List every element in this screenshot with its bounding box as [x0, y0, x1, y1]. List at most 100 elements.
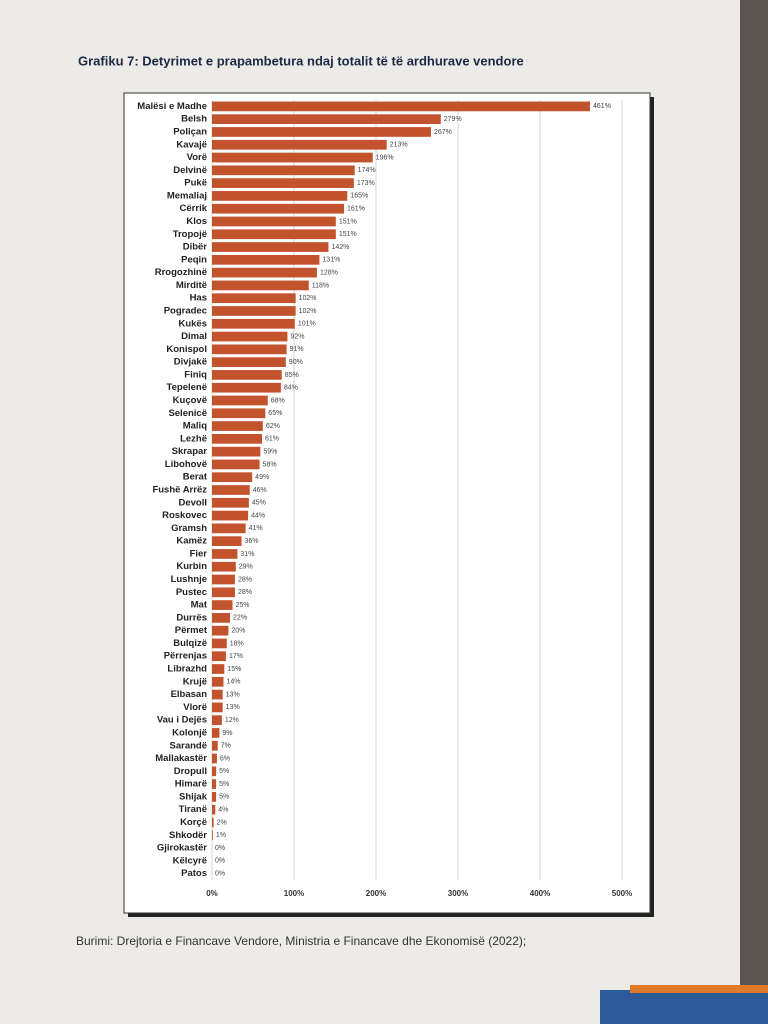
x-tick-label: 200% — [366, 889, 386, 898]
category-label: Selenicë — [168, 408, 207, 419]
value-label: 62% — [266, 423, 280, 430]
footer-band — [600, 990, 768, 1024]
value-label: 151% — [339, 231, 357, 238]
value-label: 6% — [220, 755, 230, 762]
category-label: Lushnje — [171, 574, 207, 585]
value-label: 91% — [290, 346, 304, 353]
bar — [212, 485, 250, 495]
bar — [212, 600, 233, 610]
category-label: Roskovec — [162, 510, 207, 521]
bar — [212, 421, 263, 431]
value-label: 101% — [298, 321, 316, 328]
category-label: Memaliaj — [167, 190, 207, 201]
bar — [212, 830, 213, 841]
category-label: Librazhd — [167, 664, 207, 675]
value-label: 196% — [376, 154, 394, 161]
value-label: 41% — [249, 525, 263, 532]
value-label: 28% — [238, 589, 252, 596]
bar — [212, 254, 320, 265]
value-label: 13% — [226, 704, 240, 711]
category-label: Përrenjas — [164, 651, 207, 662]
category-label: Shijak — [179, 791, 208, 802]
category-label: Skrapar — [172, 446, 208, 457]
value-label: 44% — [251, 512, 265, 519]
value-label: 7% — [221, 743, 231, 750]
category-label: Mirditë — [176, 280, 207, 291]
value-label: 20% — [231, 627, 245, 634]
value-label: 84% — [284, 385, 298, 392]
value-label: 65% — [268, 410, 282, 417]
category-label: Pukë — [184, 178, 207, 189]
value-label: 29% — [239, 564, 253, 571]
bar — [212, 549, 238, 559]
value-label: 46% — [253, 487, 267, 494]
category-label: Dropull — [174, 766, 207, 777]
bar — [212, 331, 288, 342]
bar — [212, 446, 261, 457]
value-label: 142% — [331, 244, 349, 251]
x-tick-label: 500% — [612, 889, 632, 898]
value-label: 102% — [299, 295, 317, 302]
value-label: 31% — [240, 551, 254, 558]
category-label: Kuçovë — [173, 395, 207, 406]
bar — [212, 497, 249, 508]
value-label: 36% — [245, 538, 259, 545]
category-label: Klos — [186, 216, 207, 227]
category-label: Përmet — [175, 625, 208, 636]
bar — [212, 229, 336, 240]
value-label: 5% — [219, 781, 229, 788]
category-label: Krujë — [183, 676, 207, 687]
category-label: Patos — [181, 868, 207, 879]
value-label: 28% — [238, 576, 252, 583]
bar — [212, 702, 223, 713]
value-label: 59% — [263, 448, 277, 455]
bar — [212, 664, 225, 674]
category-label: Këlcyrë — [173, 855, 207, 866]
category-label: Kukës — [178, 318, 207, 329]
bar — [212, 753, 217, 764]
bar — [212, 408, 266, 419]
value-label: 118% — [312, 282, 329, 289]
category-label: Tiranë — [179, 804, 207, 815]
value-label: 174% — [358, 167, 376, 174]
bar — [212, 203, 345, 214]
category-label: Maliq — [183, 421, 207, 432]
bar — [212, 574, 235, 585]
category-label: Peqin — [181, 254, 207, 265]
category-label: Belsh — [181, 114, 207, 125]
bar — [212, 792, 217, 802]
category-label: Cërrik — [180, 203, 208, 214]
bar — [212, 689, 223, 700]
bar — [212, 280, 309, 291]
bar — [212, 728, 220, 738]
value-label: 0% — [215, 858, 225, 865]
category-label: Fier — [190, 548, 208, 559]
category-label: Sarandë — [170, 740, 208, 751]
x-tick-label: 100% — [284, 889, 304, 898]
value-label: 102% — [299, 308, 317, 315]
value-label: 12% — [225, 717, 239, 724]
bar — [212, 318, 295, 329]
footer-stripe — [630, 985, 768, 993]
category-label: Divjakë — [174, 357, 207, 368]
value-label: 461% — [593, 103, 611, 110]
category-label: Dibër — [183, 242, 208, 253]
category-label: Gramsh — [171, 523, 207, 534]
category-label: Korçë — [180, 817, 207, 828]
bar — [212, 715, 222, 726]
value-label: 4% — [218, 807, 228, 814]
category-label: Lezhë — [180, 433, 207, 444]
category-label: Rrogozhinë — [155, 267, 207, 278]
value-label: 165% — [350, 193, 368, 200]
value-label: 18% — [230, 640, 244, 647]
bar — [212, 779, 217, 789]
value-label: 151% — [339, 218, 357, 225]
category-label: Himarë — [175, 779, 207, 790]
bar — [212, 344, 287, 355]
value-label: 49% — [255, 474, 269, 481]
category-label: Finiq — [184, 369, 207, 380]
value-label: 131% — [322, 257, 340, 264]
category-label: Vlorë — [183, 702, 207, 713]
value-label: 45% — [252, 500, 266, 507]
value-label: 267% — [434, 129, 452, 136]
